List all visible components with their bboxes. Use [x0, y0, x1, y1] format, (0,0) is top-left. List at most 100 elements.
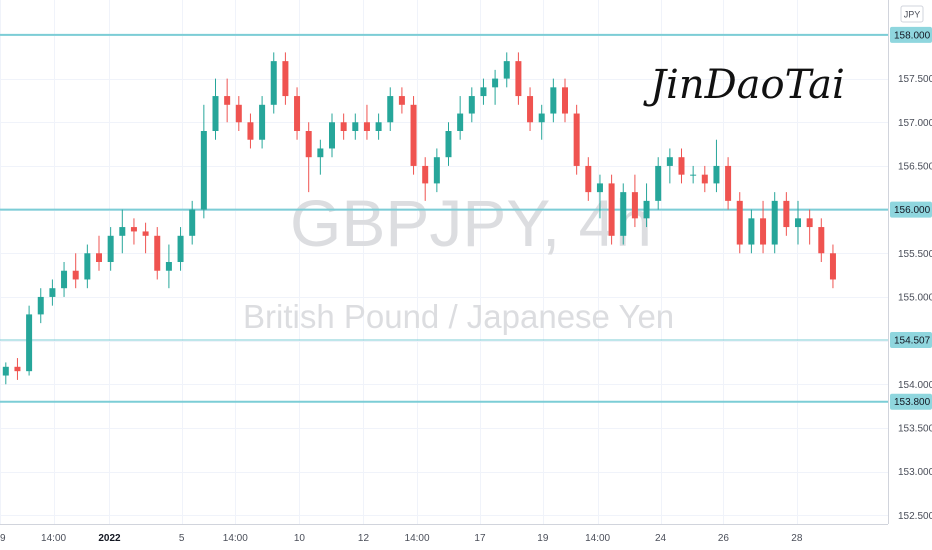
candle-body	[235, 104, 242, 123]
candle	[154, 227, 161, 280]
candle-body	[96, 253, 102, 262]
candle	[352, 113, 359, 140]
candle	[282, 52, 289, 105]
candle-body	[294, 96, 301, 131]
candle-body	[37, 296, 44, 315]
candle	[445, 122, 452, 166]
price-tick-label: 153.000	[898, 467, 932, 478]
time-tick-label: 19	[537, 533, 549, 544]
time-tick-label: 14:00	[223, 533, 248, 544]
candle	[457, 96, 464, 140]
candle-body	[643, 200, 650, 219]
candle	[690, 165, 697, 184]
svg-text:JinDaoTai: JinDaoTai	[643, 62, 845, 108]
candle	[107, 227, 114, 271]
price-tick-label: 155.000	[898, 292, 932, 303]
candle-body	[282, 61, 289, 97]
candle	[585, 157, 592, 201]
time-tick-label: 10	[294, 533, 306, 544]
time-tick-label: 14:00	[41, 533, 66, 544]
candle-body	[247, 122, 254, 140]
candle	[259, 96, 266, 149]
candle	[538, 104, 545, 140]
candle-body	[130, 227, 137, 232]
candle	[829, 244, 836, 289]
candle-body	[503, 61, 510, 79]
candle	[666, 148, 673, 184]
candle-body	[375, 122, 382, 131]
candle	[608, 174, 615, 245]
candle	[422, 157, 429, 201]
level-price-label-text: 156.000	[894, 205, 931, 216]
candle-body	[829, 253, 836, 280]
candle	[550, 78, 557, 123]
candle	[771, 192, 778, 254]
candle	[655, 157, 662, 210]
candle	[177, 227, 184, 271]
candle	[329, 113, 335, 158]
price-tick-label: 157.000	[898, 118, 932, 129]
candle-body	[212, 96, 219, 131]
candle-body	[655, 165, 662, 201]
candle	[317, 139, 324, 175]
candle	[119, 209, 126, 254]
currency-badge[interactable]: JPY	[900, 5, 924, 23]
candle	[678, 148, 685, 184]
candle	[527, 87, 534, 131]
candle-body	[305, 131, 312, 158]
candle-body	[585, 165, 592, 193]
candle-body	[363, 122, 370, 131]
candle	[200, 104, 207, 219]
candle-body	[165, 262, 172, 271]
candle-body	[317, 148, 324, 158]
candle-body	[189, 209, 196, 236]
candle-body	[270, 61, 277, 105]
candle	[573, 104, 580, 175]
time-tick-label: 17	[474, 533, 486, 544]
candle	[26, 305, 33, 376]
candle-body	[818, 227, 825, 254]
level-price-label-bg	[890, 393, 932, 410]
candle-body	[340, 122, 347, 131]
candle-body	[142, 231, 149, 236]
candle-body	[725, 165, 732, 201]
price-tick-label: 153.500	[898, 423, 932, 434]
candle	[736, 192, 743, 254]
level-price-label: 158.000	[890, 26, 932, 43]
candle	[387, 87, 394, 131]
candle-body	[631, 192, 638, 219]
candle	[305, 122, 312, 193]
candle-body	[445, 131, 452, 158]
candle-body	[14, 366, 21, 372]
time-axis[interactable]: 29 14:00 2022 5 14:00 10 12 14:00 17 19 14:00 24 26 2…	[0, 533, 803, 544]
candle-body	[352, 122, 359, 131]
candle-body	[480, 87, 487, 97]
price-axis[interactable]: 158.000157.500157.000156.500156.000155.5…	[898, 30, 932, 521]
candle	[503, 52, 510, 88]
candle-body	[666, 157, 673, 166]
candle	[247, 113, 254, 149]
candle	[142, 222, 149, 254]
candle-body	[771, 200, 778, 245]
candle	[294, 87, 301, 140]
time-tick-label: 2022	[98, 533, 121, 544]
candle	[806, 209, 813, 245]
grid-lines	[0, 0, 888, 524]
time-tick-label: 14:00	[585, 533, 610, 544]
time-tick-label: 14:00	[405, 533, 430, 544]
time-tick-label: 26	[718, 533, 730, 544]
candle-body	[806, 218, 813, 228]
candle-body	[527, 96, 534, 123]
time-tick-label: 28	[791, 533, 803, 544]
candle-body	[608, 183, 615, 236]
price-labels: 158.000 156.000 153.800 154.507	[890, 26, 932, 410]
candle	[61, 262, 68, 297]
candle	[783, 192, 790, 236]
level-price-label-text: 153.800	[894, 397, 931, 408]
time-tick-label: 29	[0, 533, 6, 544]
candle	[96, 235, 102, 271]
candle-body	[49, 288, 56, 297]
level-price-label-bg	[890, 26, 932, 43]
candle-body	[119, 227, 126, 236]
